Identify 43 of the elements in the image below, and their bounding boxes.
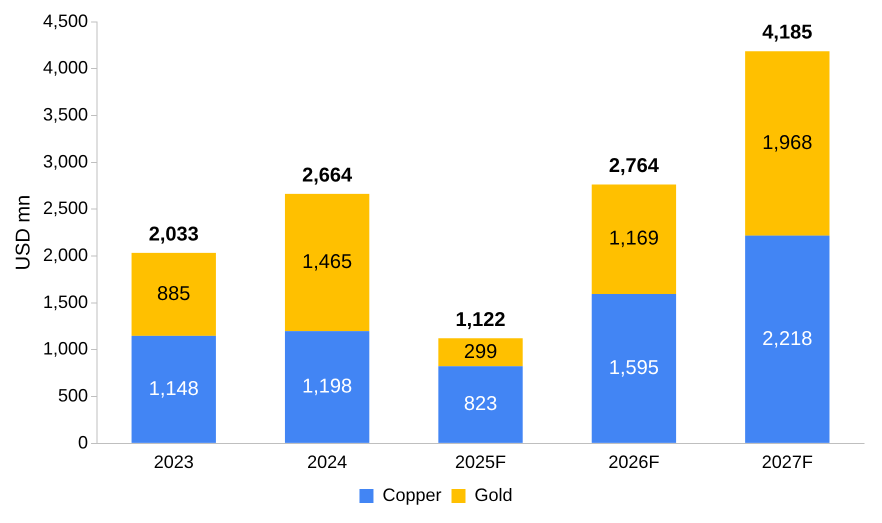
data-label: 823 [464, 393, 498, 416]
x-tick-label: 2024 [307, 452, 348, 472]
data-label: 885 [157, 282, 190, 305]
bar [132, 336, 216, 443]
y-axis-title: USD mn [12, 194, 35, 270]
total-label: 2,764 [608, 154, 660, 177]
y-tick-label: 2,500 [42, 198, 88, 218]
total-label: 1,122 [455, 308, 506, 331]
legend-label: Copper [382, 484, 442, 505]
y-tick-label: 500 [58, 386, 88, 406]
legend-label: Gold [474, 484, 513, 505]
y-tick-label: 4,500 [42, 10, 88, 31]
data-label: 1,595 [608, 356, 659, 379]
bar [592, 294, 676, 443]
bar [592, 184, 676, 294]
x-tick-label: 2026F [608, 452, 660, 472]
bar [284, 194, 370, 332]
data-label: 2,218 [762, 328, 812, 350]
data-label: 1,148 [148, 378, 199, 400]
x-tick-label: 2023 [154, 452, 194, 472]
y-tick-label: 2,000 [42, 244, 88, 265]
bar [284, 331, 370, 443]
bar [745, 236, 830, 443]
bar [745, 51, 830, 236]
data-label: 1,198 [302, 376, 352, 398]
total-label: 4,185 [762, 22, 812, 44]
x-tick-label: 2025F [455, 452, 506, 472]
y-tick-label: 3,500 [42, 104, 88, 124]
bar [438, 366, 523, 443]
data-label: 1,465 [302, 251, 352, 274]
total-label: 2,033 [148, 223, 199, 246]
y-tick-label: 3,000 [42, 151, 88, 172]
y-tick-label: 0 [78, 432, 88, 452]
data-label: 299 [464, 340, 498, 363]
bar [132, 252, 216, 336]
y-tick-label: 1,000 [42, 338, 88, 359]
total-label: 2,664 [302, 164, 354, 186]
x-tick-label: 2027F [762, 452, 813, 472]
data-label: 1,968 [762, 132, 812, 154]
y-tick-label: 1,500 [42, 292, 88, 312]
y-tick-label: 4,000 [42, 58, 88, 78]
data-label: 1,169 [608, 228, 659, 250]
bar [438, 338, 523, 366]
